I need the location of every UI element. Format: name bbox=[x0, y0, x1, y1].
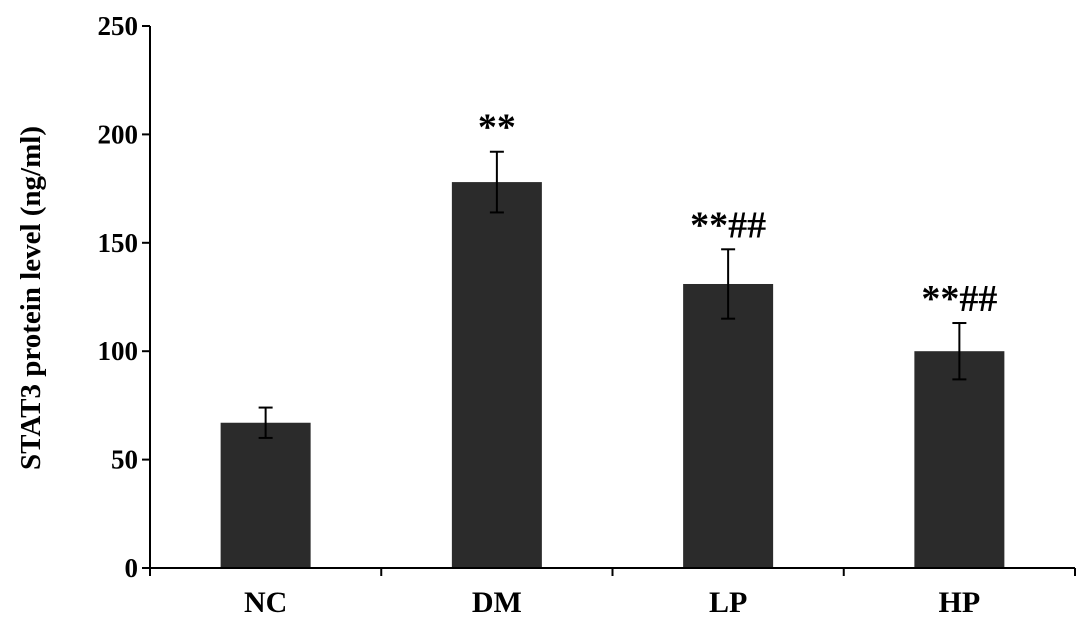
x-tick-label: LP bbox=[709, 586, 747, 619]
significance-annotations: ** **## **## bbox=[478, 107, 998, 320]
significance-label-lp: **## bbox=[690, 204, 766, 246]
x-tick-label: NC bbox=[244, 586, 287, 619]
error-bar-dm bbox=[489, 150, 504, 214]
significance-label-dm: ** bbox=[478, 107, 516, 149]
error-bar-hp bbox=[952, 322, 967, 381]
bar-dm bbox=[451, 182, 542, 568]
x-axis-ticks: NC DM LP HP bbox=[149, 568, 1076, 619]
error-bar-nc bbox=[258, 406, 273, 439]
bar-lp bbox=[683, 283, 774, 568]
bar-nc bbox=[220, 422, 311, 568]
error-bars bbox=[258, 150, 967, 439]
y-tick-label: 200 bbox=[98, 119, 139, 149]
significance-label-hp: **## bbox=[921, 278, 997, 320]
y-axis-ticks: 0 50 100 150 200 250 bbox=[98, 11, 150, 583]
y-tick-label: 50 bbox=[111, 445, 138, 475]
y-tick-label: 0 bbox=[125, 553, 139, 583]
x-tick-label: HP bbox=[939, 586, 981, 619]
error-bar-lp bbox=[721, 248, 736, 320]
y-tick-label: 100 bbox=[98, 336, 139, 366]
y-tick-label: 250 bbox=[98, 11, 139, 41]
x-tick-label: DM bbox=[472, 586, 522, 619]
y-axis-label: STAT3 protein level (ng/ml) bbox=[15, 126, 47, 470]
bar-hp bbox=[914, 351, 1005, 568]
y-tick-label: 150 bbox=[98, 228, 139, 258]
bars bbox=[220, 182, 1005, 568]
